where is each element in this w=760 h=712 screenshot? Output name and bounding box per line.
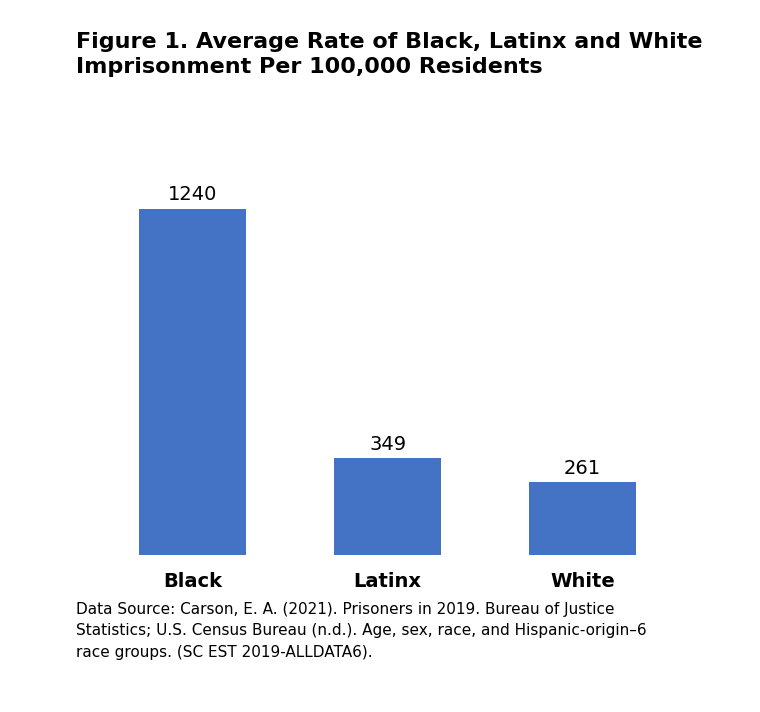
Text: Figure 1. Average Rate of Black, Latinx and White
Imprisonment Per 100,000 Resid: Figure 1. Average Rate of Black, Latinx … bbox=[76, 32, 702, 77]
Bar bbox=[139, 209, 246, 555]
Text: 261: 261 bbox=[564, 459, 601, 478]
Bar bbox=[529, 482, 636, 555]
Text: Data Source: Carson, E. A. (2021). Prisoners in 2019. Bureau of Justice
Statisti: Data Source: Carson, E. A. (2021). Priso… bbox=[76, 602, 647, 660]
Bar bbox=[334, 458, 441, 555]
Text: 1240: 1240 bbox=[168, 185, 217, 204]
Text: 349: 349 bbox=[369, 434, 406, 454]
